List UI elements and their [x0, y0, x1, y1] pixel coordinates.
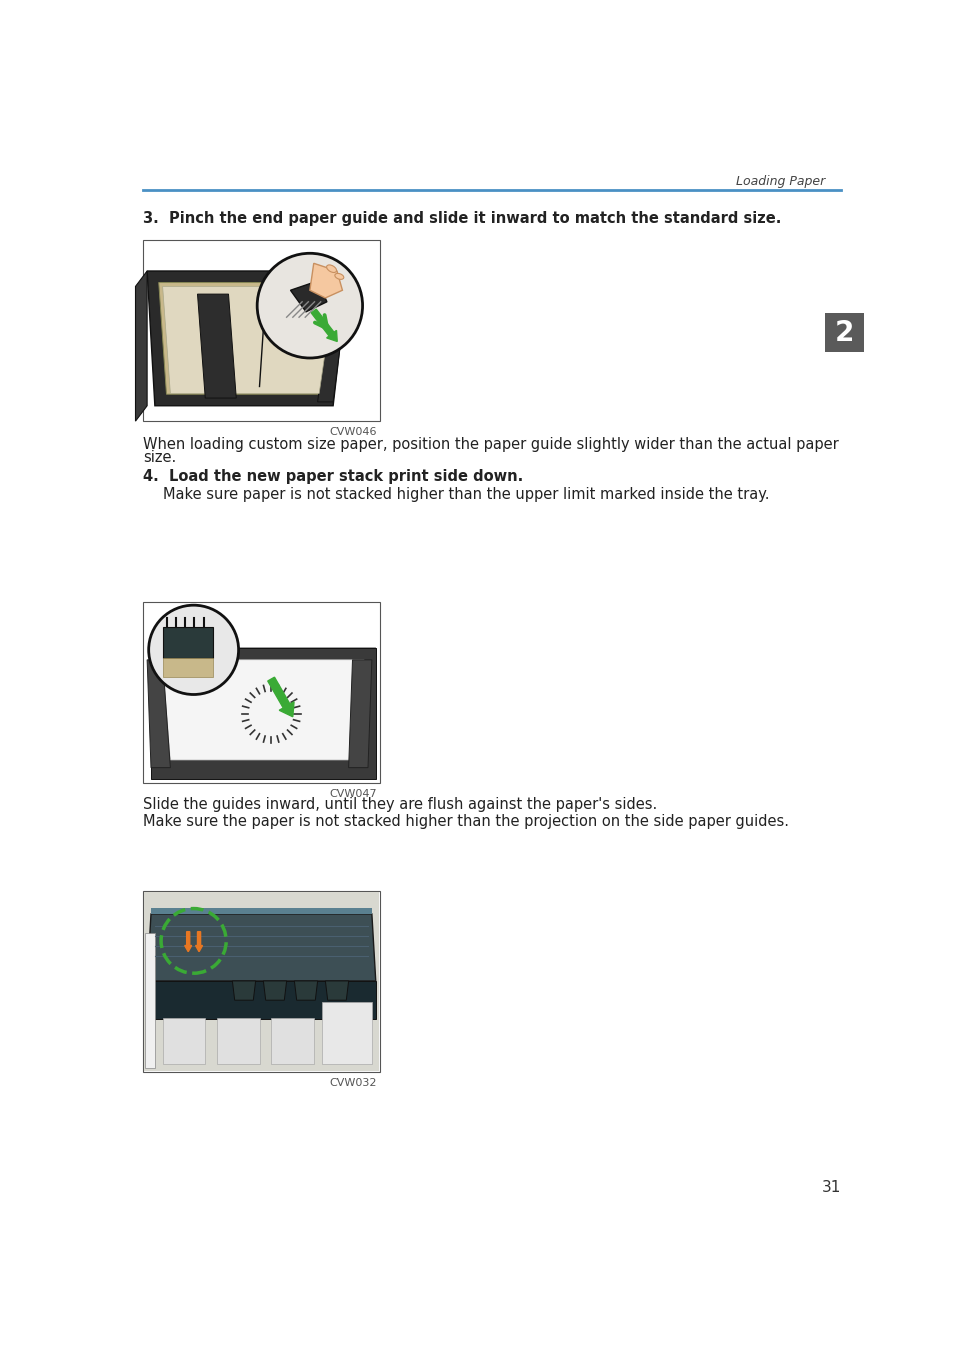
Polygon shape [145, 933, 155, 1068]
Polygon shape [291, 282, 327, 311]
Bar [826, 313, 864, 352]
Text: CVW046: CVW046 [330, 427, 377, 438]
Text: 31: 31 [822, 1180, 841, 1195]
Text: Loading Paper: Loading Paper [736, 174, 826, 188]
Circle shape [257, 253, 363, 358]
Bar [217, 1017, 259, 1064]
Text: CVW047: CVW047 [329, 789, 377, 800]
Polygon shape [162, 287, 335, 393]
FancyArrow shape [311, 309, 337, 341]
Text: Slide the guides inward, until they are flush against the paper's sides.: Slide the guides inward, until they are … [143, 797, 658, 812]
FancyArrow shape [268, 677, 294, 717]
Polygon shape [295, 981, 318, 1000]
Polygon shape [147, 914, 375, 981]
Text: CVW032: CVW032 [330, 1078, 377, 1088]
FancyArrow shape [196, 932, 203, 952]
Ellipse shape [326, 265, 337, 272]
Bar [143, 241, 379, 422]
Bar [147, 981, 375, 1020]
FancyArrow shape [184, 932, 192, 952]
Polygon shape [318, 279, 348, 403]
Text: Make sure the paper is not stacked higher than the projection on the side paper : Make sure the paper is not stacked highe… [143, 813, 789, 828]
Circle shape [149, 605, 239, 695]
Text: size.: size. [143, 450, 177, 465]
Bar [322, 1002, 372, 1064]
Text: 3.  Pinch the end paper guide and slide it inward to match the standard size.: 3. Pinch the end paper guide and slide i… [143, 211, 781, 226]
Polygon shape [310, 264, 343, 298]
Polygon shape [158, 283, 337, 394]
Polygon shape [348, 660, 372, 767]
Text: 2: 2 [835, 318, 854, 347]
Text: 4.  Load the new paper stack print side down.: 4. Load the new paper stack print side d… [143, 469, 523, 484]
Text: When loading custom size paper, position the paper guide slightly wider than the: When loading custom size paper, position… [143, 437, 839, 452]
Bar [151, 907, 372, 914]
Bar [143, 602, 379, 783]
Text: Make sure paper is not stacked higher than the upper limit marked inside the tra: Make sure paper is not stacked higher th… [162, 487, 769, 502]
Polygon shape [198, 294, 236, 398]
Polygon shape [135, 271, 147, 422]
Bar [162, 1017, 205, 1064]
Bar [162, 657, 213, 677]
Polygon shape [162, 660, 364, 760]
Bar [144, 892, 379, 1072]
Polygon shape [147, 660, 170, 767]
Polygon shape [151, 649, 375, 771]
Polygon shape [325, 981, 348, 1000]
Bar [143, 891, 379, 1072]
Bar [271, 1017, 314, 1064]
Polygon shape [263, 981, 287, 1000]
Polygon shape [162, 627, 213, 657]
Ellipse shape [335, 273, 344, 279]
Polygon shape [147, 271, 348, 405]
Polygon shape [151, 649, 375, 779]
Polygon shape [232, 981, 255, 1000]
